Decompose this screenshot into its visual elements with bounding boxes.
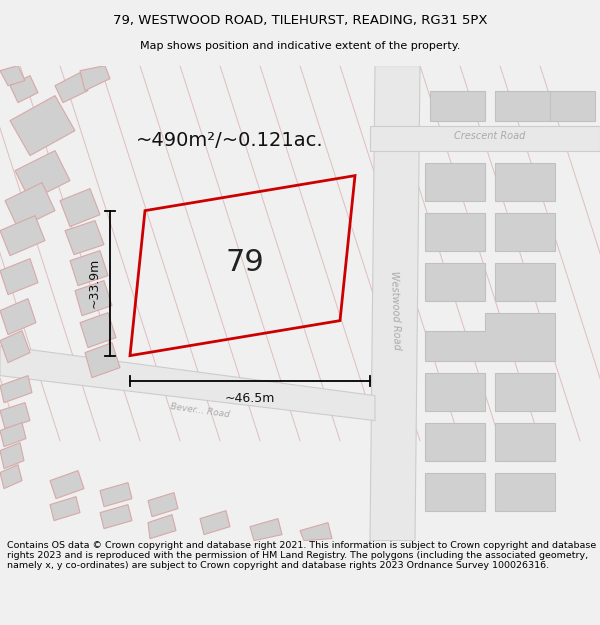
Polygon shape bbox=[15, 151, 70, 201]
Text: Crescent Road: Crescent Road bbox=[454, 131, 526, 141]
Polygon shape bbox=[65, 221, 104, 254]
Polygon shape bbox=[250, 519, 282, 541]
Polygon shape bbox=[495, 262, 555, 301]
Polygon shape bbox=[75, 281, 112, 316]
Polygon shape bbox=[50, 497, 80, 521]
Polygon shape bbox=[0, 66, 25, 86]
Text: ~46.5m: ~46.5m bbox=[225, 392, 275, 405]
Polygon shape bbox=[0, 464, 22, 489]
Polygon shape bbox=[425, 162, 485, 201]
Polygon shape bbox=[425, 312, 555, 361]
Polygon shape bbox=[0, 346, 375, 421]
Text: Bever... Road: Bever... Road bbox=[170, 402, 230, 419]
Polygon shape bbox=[425, 213, 485, 251]
Text: ~490m²/~0.121ac.: ~490m²/~0.121ac. bbox=[136, 131, 324, 150]
Polygon shape bbox=[300, 522, 332, 541]
Polygon shape bbox=[5, 182, 55, 229]
Polygon shape bbox=[0, 402, 30, 429]
Polygon shape bbox=[495, 91, 550, 121]
Polygon shape bbox=[425, 262, 485, 301]
Polygon shape bbox=[148, 514, 176, 539]
Polygon shape bbox=[100, 504, 132, 529]
Polygon shape bbox=[495, 422, 555, 461]
Polygon shape bbox=[430, 91, 485, 121]
Polygon shape bbox=[425, 472, 485, 511]
Polygon shape bbox=[70, 251, 108, 286]
Polygon shape bbox=[10, 76, 38, 102]
Text: 79, WESTWOOD ROAD, TILEHURST, READING, RG31 5PX: 79, WESTWOOD ROAD, TILEHURST, READING, R… bbox=[113, 14, 487, 28]
Polygon shape bbox=[0, 331, 30, 362]
Polygon shape bbox=[0, 259, 38, 294]
Polygon shape bbox=[370, 126, 600, 151]
Polygon shape bbox=[0, 299, 36, 334]
Polygon shape bbox=[495, 372, 555, 411]
Polygon shape bbox=[148, 492, 178, 517]
Polygon shape bbox=[495, 162, 555, 201]
Polygon shape bbox=[495, 213, 555, 251]
Polygon shape bbox=[425, 372, 485, 411]
Polygon shape bbox=[85, 342, 120, 377]
Polygon shape bbox=[0, 216, 45, 256]
Polygon shape bbox=[55, 72, 88, 102]
Polygon shape bbox=[100, 482, 132, 507]
Polygon shape bbox=[370, 66, 420, 541]
Polygon shape bbox=[60, 189, 100, 227]
Text: 79: 79 bbox=[226, 248, 265, 277]
Text: Contains OS data © Crown copyright and database right 2021. This information is : Contains OS data © Crown copyright and d… bbox=[7, 541, 596, 571]
Polygon shape bbox=[10, 96, 75, 156]
Text: Map shows position and indicative extent of the property.: Map shows position and indicative extent… bbox=[140, 41, 460, 51]
Polygon shape bbox=[0, 422, 26, 447]
Polygon shape bbox=[495, 472, 555, 511]
Text: ~33.9m: ~33.9m bbox=[88, 258, 101, 308]
Polygon shape bbox=[200, 511, 230, 534]
Polygon shape bbox=[0, 376, 32, 402]
Polygon shape bbox=[550, 91, 595, 121]
Polygon shape bbox=[425, 422, 485, 461]
Polygon shape bbox=[80, 66, 110, 91]
Polygon shape bbox=[0, 442, 24, 469]
Text: Westwood Road: Westwood Road bbox=[389, 271, 401, 350]
Polygon shape bbox=[50, 471, 84, 499]
Polygon shape bbox=[80, 312, 116, 348]
